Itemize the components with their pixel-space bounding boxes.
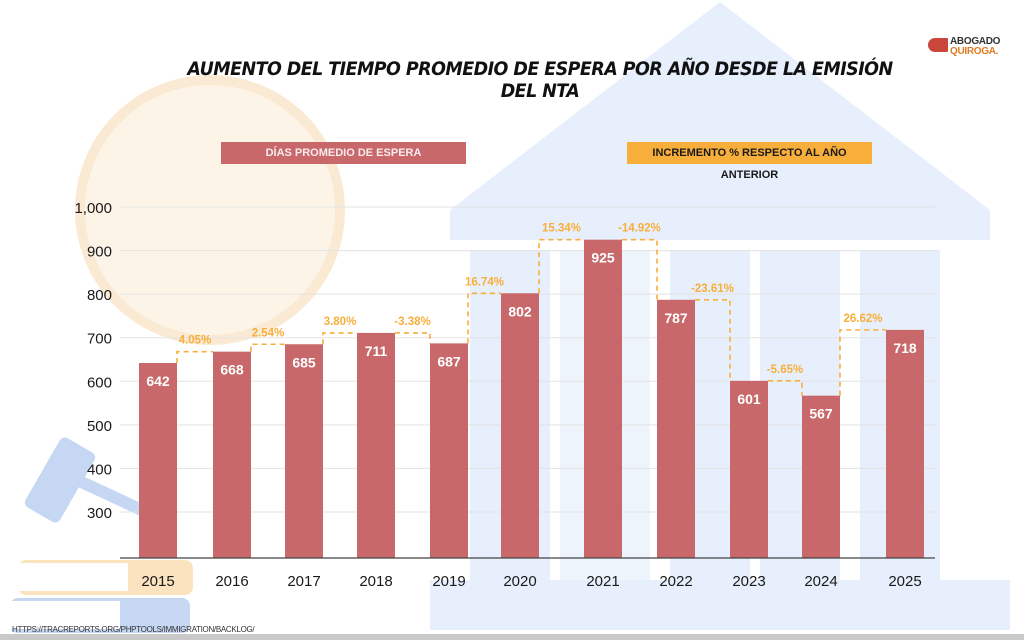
x-tick-label: 2015 — [141, 573, 174, 590]
bar-value-label: 787 — [664, 310, 688, 326]
increment-label: 2.54% — [252, 327, 285, 339]
bar-value-label: 718 — [893, 340, 917, 356]
y-tick-label: 400 — [87, 461, 112, 478]
y-tick-label: 1,000 — [74, 200, 112, 217]
increment-label: -5.65% — [767, 364, 803, 376]
increment-connector — [839, 329, 886, 396]
bar — [213, 351, 251, 558]
legend-increment: INCREMENTO % RESPECTO AL AÑO ANTERIOR — [627, 142, 872, 181]
increment-label: 15.34% — [542, 223, 581, 235]
increment-label: -14.92% — [618, 223, 661, 235]
increment-connector — [250, 343, 285, 352]
y-tick-label: 600 — [87, 374, 112, 391]
x-tick-label: 2016 — [215, 573, 248, 590]
x-tick-label: 2022 — [659, 573, 692, 590]
bar-value-label: 668 — [220, 362, 244, 378]
bar — [886, 329, 924, 558]
legend-days: DÍAS PROMEDIO DE ESPERA — [221, 142, 466, 164]
increment-connector — [322, 332, 357, 345]
y-tick-label: 900 — [87, 244, 112, 261]
logo-text-top: ABOGADO — [950, 36, 1001, 47]
logo-mark-icon — [928, 38, 948, 52]
bar — [430, 343, 468, 558]
books-icon — [10, 560, 193, 633]
increment-label: -3.38% — [394, 316, 430, 328]
increment-label: 26.62% — [843, 313, 882, 325]
logo-text-bottom: QUIROGA. — [950, 46, 999, 57]
increment-connector — [768, 380, 803, 396]
increment-connector — [467, 292, 501, 344]
x-tick-label: 2018 — [359, 573, 392, 590]
increment-connector — [538, 238, 584, 294]
increment-connector — [176, 350, 213, 363]
gavel-icon — [24, 437, 159, 523]
y-tick-label: 700 — [87, 331, 112, 348]
y-tick-label: 500 — [87, 418, 112, 435]
bar — [139, 362, 177, 558]
brand-logo: ABOGADO QUIROGA. — [928, 34, 1018, 60]
bar-value-label: 802 — [508, 303, 532, 319]
increment-connector — [395, 332, 431, 344]
x-tick-label: 2025 — [888, 573, 921, 590]
increment-connector — [622, 238, 658, 300]
bar — [730, 380, 768, 558]
bar-value-label: 687 — [437, 353, 461, 369]
increment-label: 4.05% — [179, 335, 212, 347]
bar — [285, 344, 323, 558]
bar-value-label: 711 — [365, 343, 388, 359]
bar — [501, 293, 539, 558]
bar-value-label: 642 — [146, 373, 170, 389]
x-tick-label: 2017 — [287, 573, 320, 590]
x-tick-label: 2024 — [804, 573, 837, 590]
chart-title: AUMENTO DEL TIEMPO PROMEDIO DE ESPERA PO… — [187, 58, 893, 102]
bar — [657, 299, 695, 558]
x-tick-label: 2023 — [732, 573, 765, 590]
bar — [357, 332, 395, 558]
x-tick-label: 2020 — [503, 573, 536, 590]
increment-label: 16.74% — [465, 276, 504, 288]
source-url: HTTPS://TRACREPORTS.ORG/PHPTOOLS/IMMIGRA… — [12, 625, 255, 634]
bar-value-label: 601 — [737, 391, 761, 407]
y-tick-label: 800 — [87, 287, 112, 304]
x-tick-label: 2019 — [432, 573, 465, 590]
increment-label: -23.61% — [691, 283, 734, 295]
increment-connector — [695, 299, 731, 381]
bar-value-label: 685 — [292, 354, 316, 370]
y-tick-label: 300 — [87, 505, 112, 522]
bar-value-label: 567 — [809, 406, 833, 422]
bar-value-label: 925 — [591, 250, 615, 266]
increment-label: 3.80% — [324, 316, 357, 328]
bar — [584, 239, 622, 558]
bottom-bar — [0, 634, 1024, 640]
x-tick-label: 2021 — [586, 573, 619, 590]
bar — [802, 395, 840, 558]
